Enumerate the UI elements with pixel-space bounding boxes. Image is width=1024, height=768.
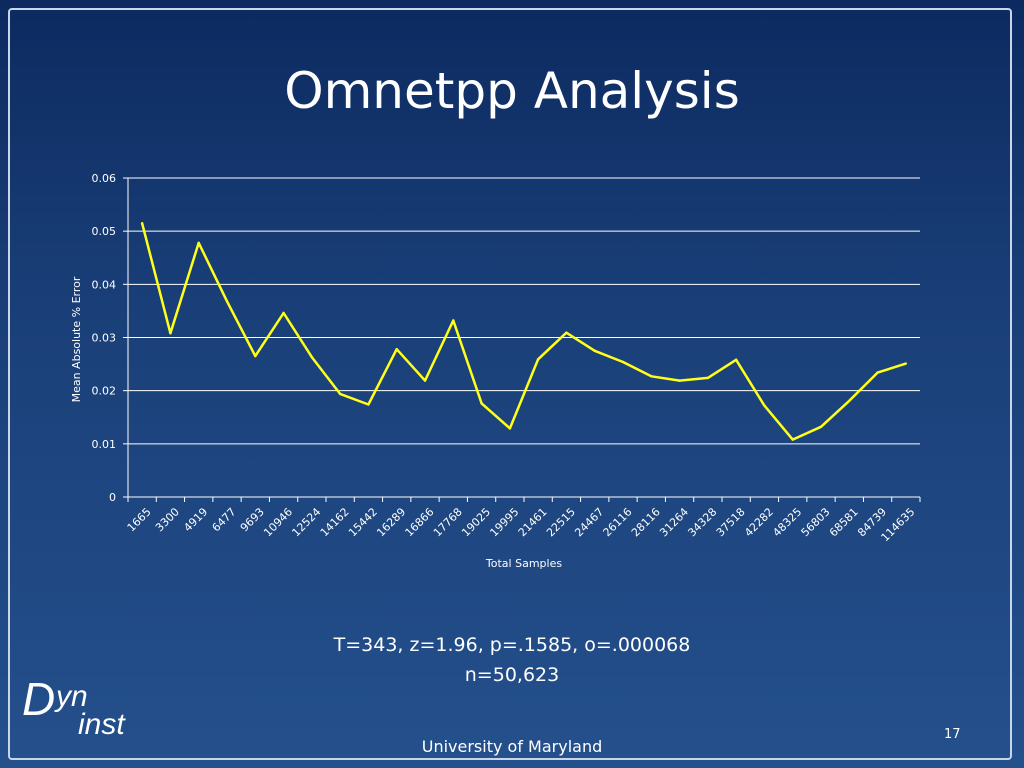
data-point [650, 375, 653, 378]
y-tick-label: 0.03 [92, 332, 117, 345]
page-number: 17 [944, 727, 961, 742]
data-point [565, 331, 568, 334]
data-point [536, 358, 540, 361]
footer-text: University of Maryland [421, 737, 603, 756]
x-tick-label: 16866 [403, 505, 437, 539]
logo-text-inst: inst [78, 708, 125, 741]
data-point [621, 360, 625, 364]
logo-text-yn: yn [56, 680, 88, 713]
data-point [225, 300, 229, 303]
x-tick-label: 10946 [261, 505, 295, 539]
data-point [367, 403, 370, 406]
x-tick-label: 68581 [827, 505, 861, 539]
data-point [395, 347, 398, 351]
x-tick-label: 17768 [431, 505, 465, 539]
data-point [338, 392, 342, 396]
x-tick-label: 31264 [657, 505, 691, 539]
x-tick-label: 12524 [289, 505, 323, 539]
y-tick-label: 0.04 [92, 278, 117, 291]
data-point [282, 311, 285, 315]
data-point [876, 371, 879, 374]
x-tick-label: 15442 [346, 505, 380, 539]
y-axis-label: Mean Absolute % Error [70, 276, 83, 402]
data-point [197, 241, 200, 245]
x-tick-label: 37518 [714, 505, 748, 539]
x-tick-label: 19995 [487, 505, 521, 539]
data-point [734, 358, 738, 362]
stats-line-2: n=50,623 [464, 664, 560, 686]
x-tick-label: 26116 [601, 505, 635, 539]
stats-line-1: T=343, z=1.96, p=.1585, o=.000068 [333, 634, 691, 656]
x-tick-label: 48325 [770, 505, 804, 539]
data-point [904, 362, 908, 365]
x-tick-label: 19025 [459, 505, 493, 539]
slide-frame [8, 8, 1012, 760]
y-tick-label: 0.05 [92, 225, 117, 238]
y-tick-label: 0.06 [92, 172, 117, 185]
data-point [593, 349, 596, 352]
data-point [819, 425, 823, 429]
y-tick-label: 0.01 [92, 438, 117, 451]
x-tick-label: 16289 [374, 505, 408, 539]
x-tick-label: 14162 [318, 505, 352, 539]
slide-title: Omnetpp Analysis [284, 62, 740, 120]
x-tick-label: 22515 [544, 505, 578, 539]
x-tick-label: 56803 [799, 505, 833, 539]
x-tick-label: 6477 [210, 505, 239, 534]
y-tick-label: 0.02 [92, 385, 117, 398]
data-point [169, 332, 172, 335]
y-tick-label: 0 [109, 491, 116, 504]
data-point [706, 376, 710, 380]
series-line [140, 222, 907, 441]
logo-letter-d: D [22, 673, 56, 725]
data-point [452, 319, 455, 322]
x-tick-label: 42282 [742, 505, 776, 539]
data-point [254, 354, 257, 358]
data-point [678, 379, 681, 382]
x-tick-label: 3300 [153, 505, 182, 534]
data-point [310, 355, 314, 359]
data-point [763, 404, 766, 407]
x-tick-label: 21461 [516, 505, 550, 539]
data-point [140, 221, 144, 225]
x-tick-label: 1665 [125, 505, 154, 534]
x-tick-label: 34328 [685, 505, 719, 539]
data-point [423, 379, 427, 382]
data-point [848, 399, 851, 402]
data-point [791, 438, 794, 441]
data-point [480, 402, 483, 405]
x-tick-label: 24467 [572, 505, 606, 539]
x-tick-label: 4919 [181, 505, 210, 534]
data-point [508, 427, 512, 430]
x-axis-label: Total Samples [485, 557, 562, 570]
x-tick-label: 28116 [629, 505, 663, 539]
